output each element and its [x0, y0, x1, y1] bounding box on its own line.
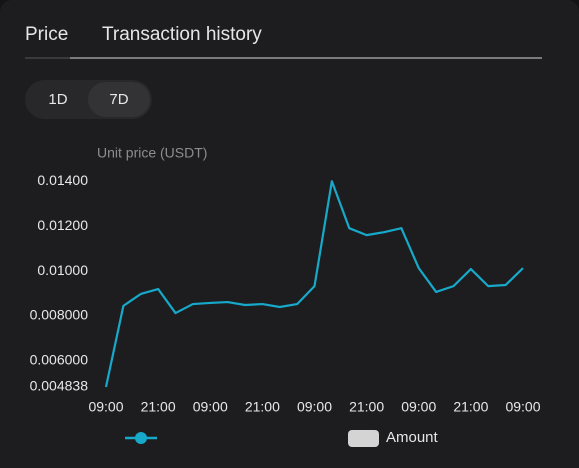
legend-dot — [135, 432, 147, 444]
x-tick-label: 09:00 — [297, 399, 332, 415]
range-1d[interactable]: 1D — [48, 91, 67, 108]
y-tick-label: 0.01000 — [37, 262, 88, 278]
y-tick-label: 0.01400 — [37, 172, 88, 188]
x-tick-label: 09:00 — [401, 399, 436, 415]
x-tick-label: 21:00 — [141, 399, 176, 415]
x-tick-label: 21:00 — [245, 399, 280, 415]
x-tick-label: 09:00 — [505, 399, 540, 415]
range-active — [88, 82, 150, 117]
legend-label: Amount — [386, 429, 439, 446]
y-tick-label: 0.004838 — [30, 378, 89, 394]
tab-history[interactable]: Transaction history — [102, 24, 262, 45]
y-tick-label: 0.006000 — [30, 352, 89, 368]
x-tick-label: 21:00 — [349, 399, 384, 415]
x-tick-label: 21:00 — [453, 399, 488, 415]
legend-box — [348, 430, 379, 447]
x-tick-label: 09:00 — [88, 399, 123, 415]
tab-price[interactable]: Price — [25, 24, 68, 45]
price-line — [104, 180, 524, 388]
y-axis-label: Unit price (USDT) — [97, 145, 207, 161]
range-7d[interactable]: 7D — [109, 91, 128, 108]
y-tick-label: 0.008000 — [30, 307, 89, 323]
y-tick-label: 0.01200 — [37, 217, 88, 233]
x-tick-label: 09:00 — [193, 399, 228, 415]
